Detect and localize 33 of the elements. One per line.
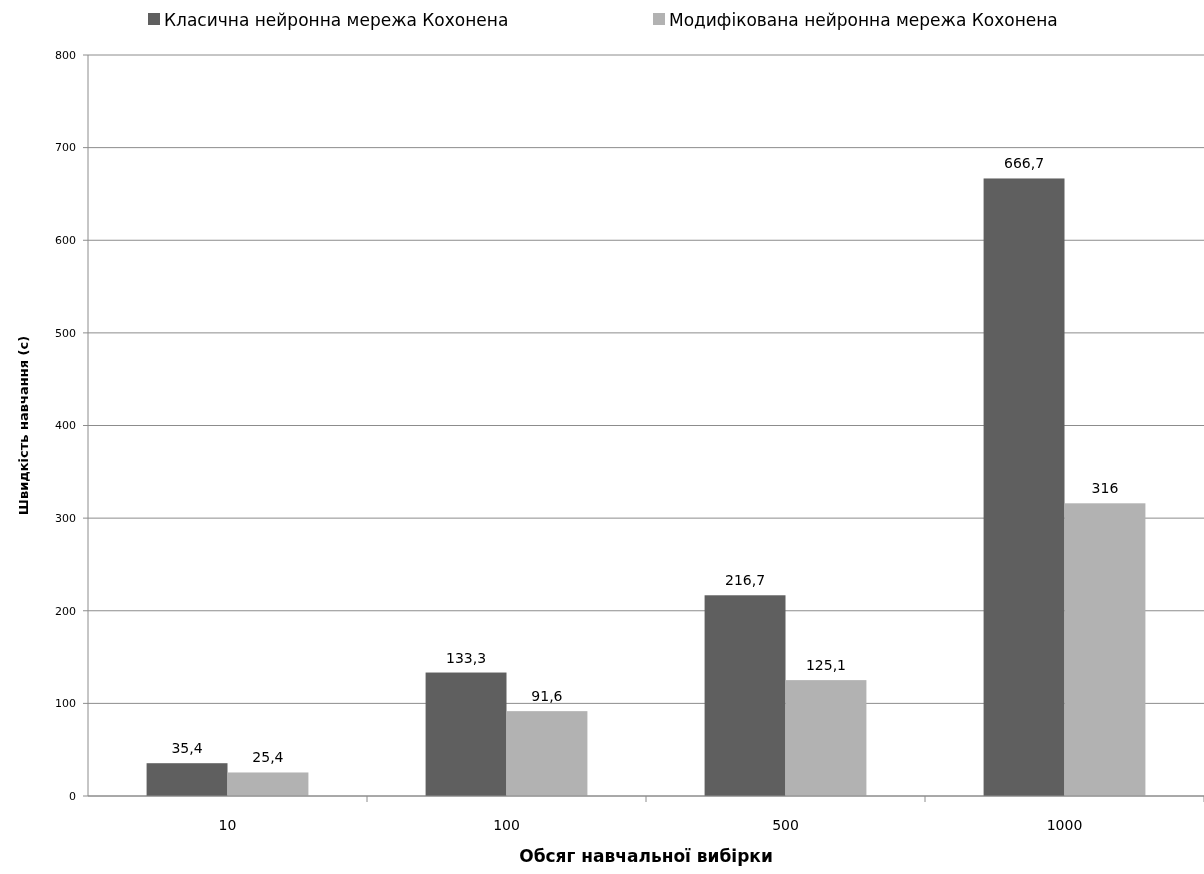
data-label: 133,3: [446, 649, 487, 666]
y-tick-label: 800: [55, 48, 76, 62]
bar: [983, 178, 1065, 796]
data-label: 91,6: [531, 688, 563, 705]
y-axis-title: Швидкість навчання (с): [16, 335, 31, 516]
data-label: 25,4: [252, 749, 284, 766]
y-tick-label: 500: [55, 326, 76, 340]
y-tick-label: 300: [55, 511, 76, 525]
x-axis-title: Обсяг навчальної вибірки: [519, 846, 773, 866]
data-label: 35,4: [171, 740, 203, 757]
bar: [506, 711, 588, 796]
data-label: 666,7: [1004, 155, 1045, 172]
x-tick-label: 100: [493, 817, 520, 833]
y-tick-label: 600: [55, 234, 76, 248]
y-tick-label: 100: [55, 697, 76, 711]
x-tick-label: 1000: [1046, 817, 1083, 833]
bar: [704, 595, 786, 796]
legend-label: Модифікована нейронна мережа Кохонена: [669, 9, 1058, 30]
y-tick-label: 200: [55, 604, 76, 618]
bar: [1064, 503, 1146, 796]
y-tick-label: 400: [55, 419, 76, 433]
bar: [227, 772, 309, 796]
data-label: 316: [1091, 480, 1119, 497]
bar: [425, 672, 507, 796]
legend-label: Класична нейронна мережа Кохонена: [164, 9, 509, 30]
x-tick-label: 10: [218, 817, 237, 833]
y-tick-label: 0: [69, 789, 76, 803]
y-tick-label: 700: [55, 141, 76, 155]
bar: [146, 763, 228, 796]
data-label: 216,7: [725, 572, 766, 589]
bar: [785, 680, 867, 796]
data-label: 125,1: [805, 657, 846, 674]
x-tick-label: 500: [772, 817, 799, 833]
